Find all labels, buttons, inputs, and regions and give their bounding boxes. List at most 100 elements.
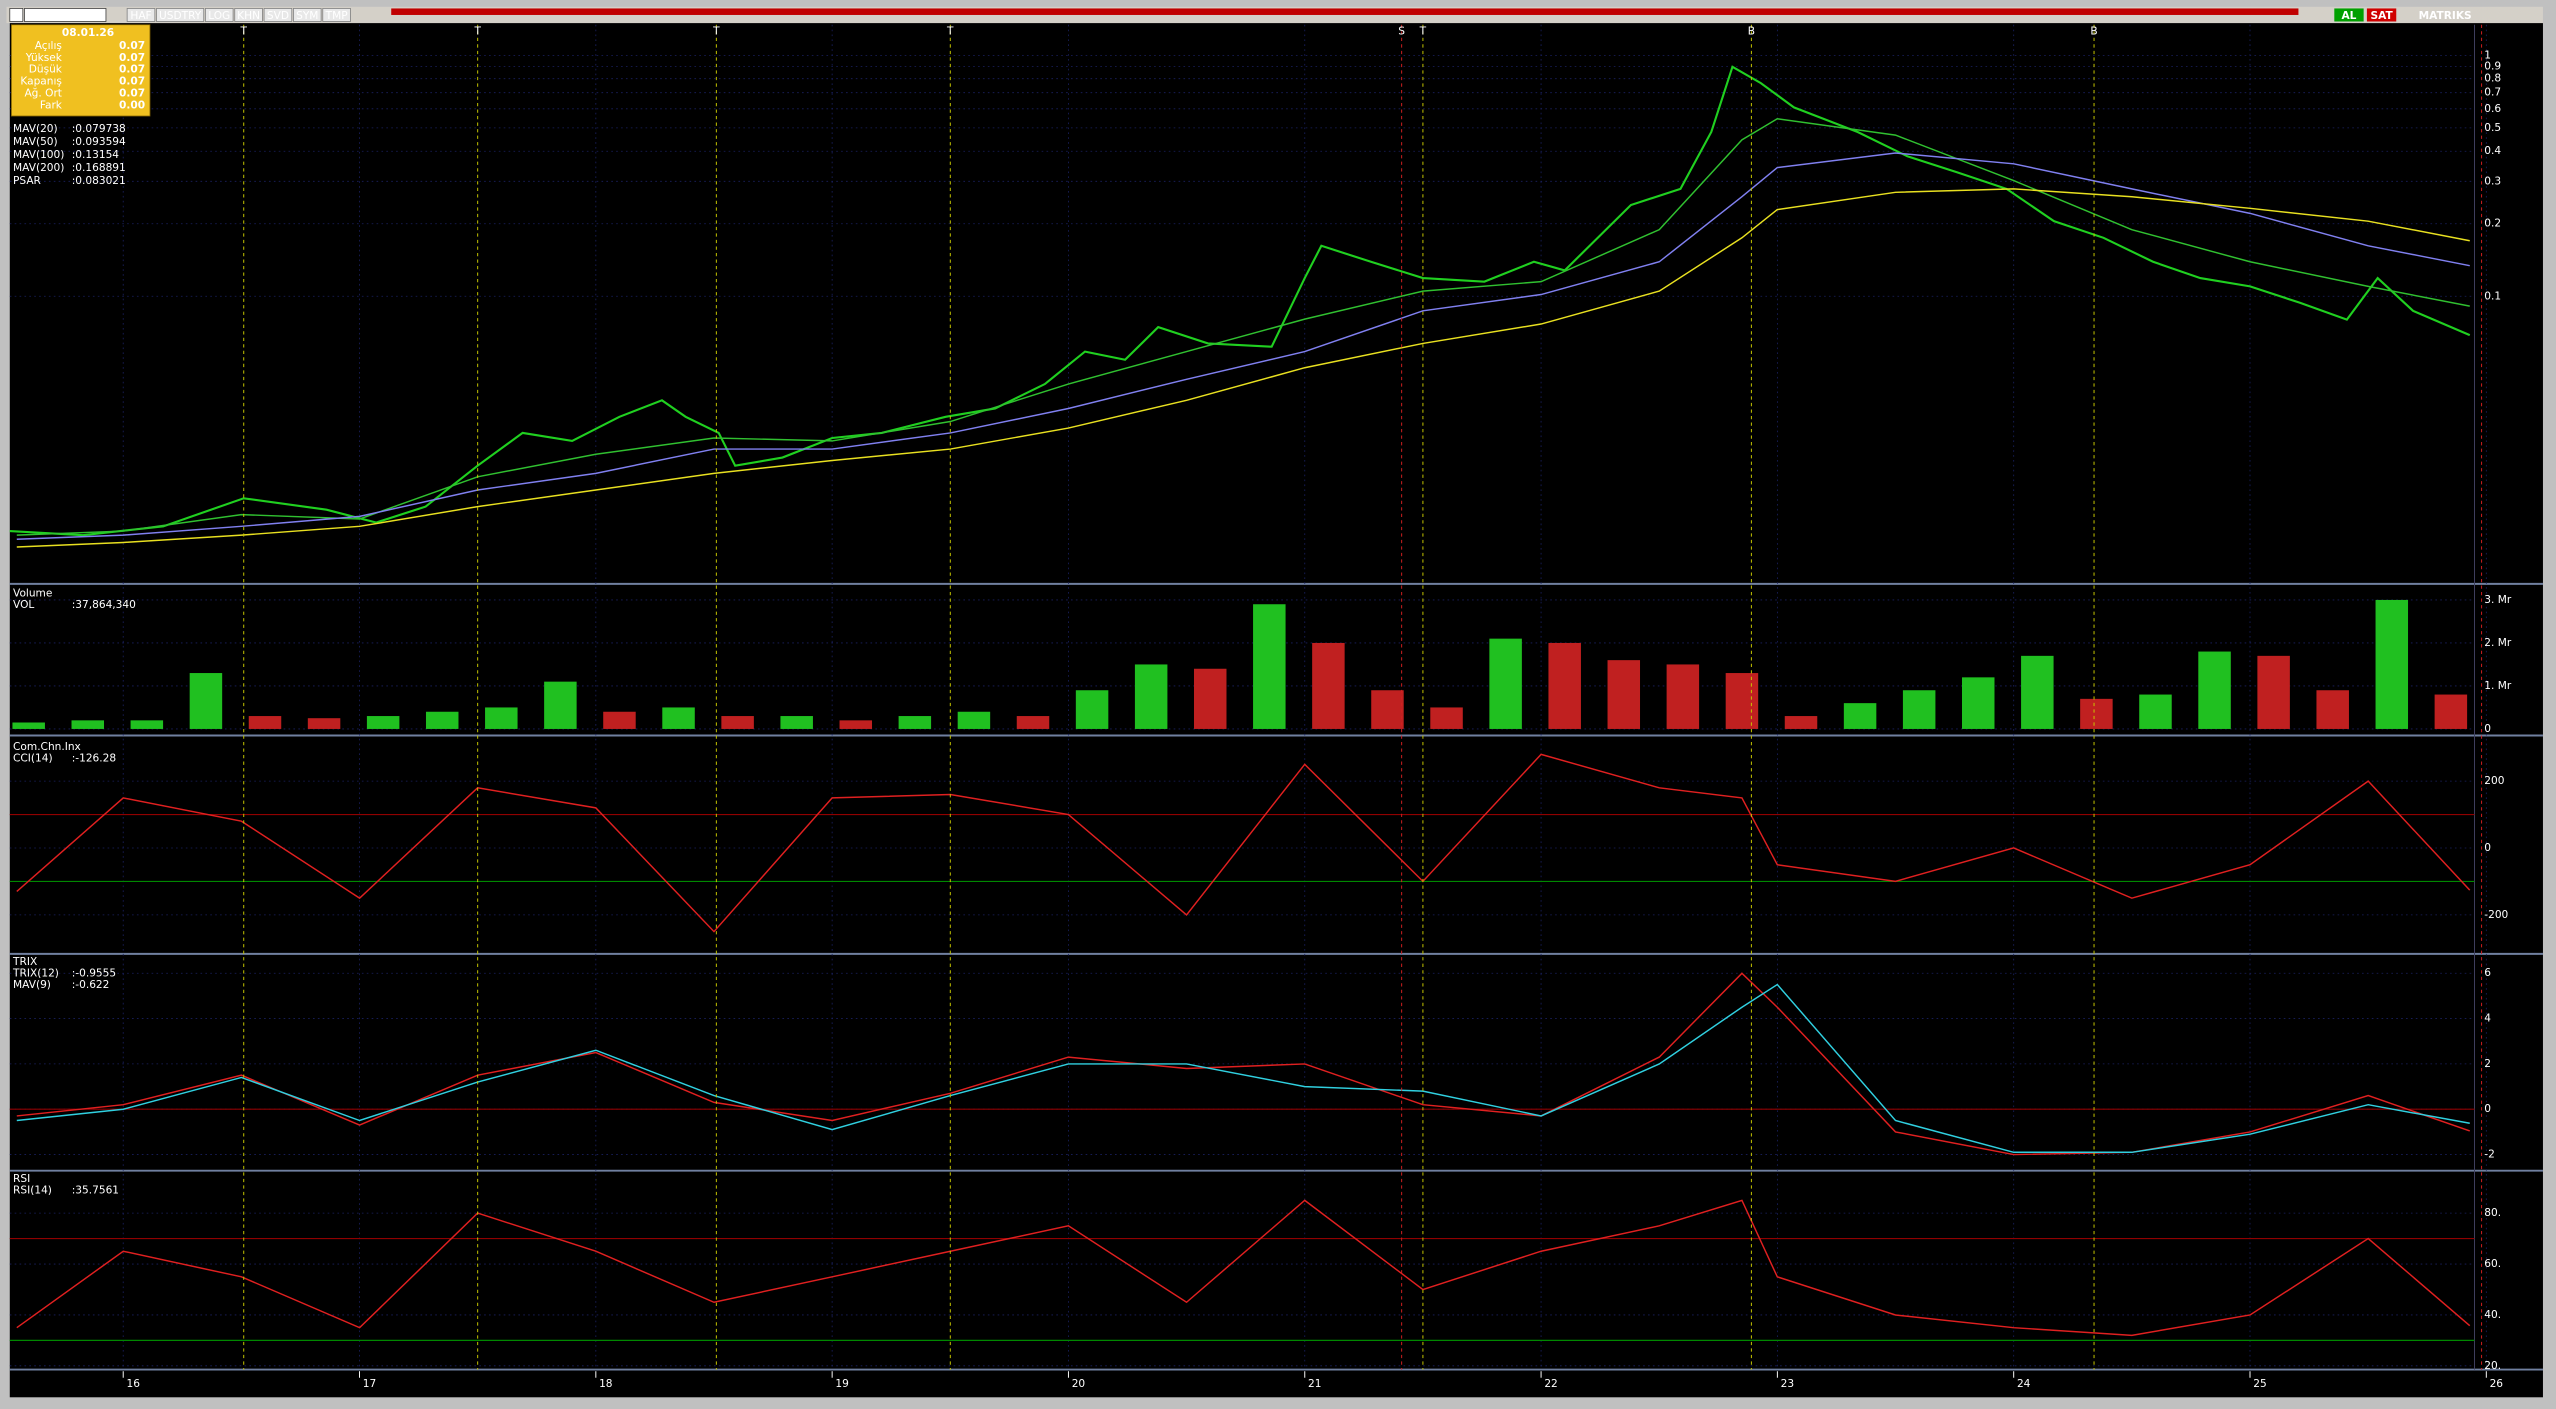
toolbar-button-label[interactable]: HAF <box>130 10 151 22</box>
toolbar-button-label[interactable]: LOG <box>208 10 230 22</box>
signal-label: T <box>239 25 247 37</box>
volume-bar <box>2257 655 2290 729</box>
toolbar-button[interactable] <box>156 8 205 22</box>
toolbar-button-label[interactable]: TMP <box>325 10 349 22</box>
volume-bar <box>1193 668 1227 729</box>
volume-bar <box>839 720 873 729</box>
volume-bar <box>1843 703 1877 729</box>
toolbar-button[interactable] <box>293 8 322 22</box>
info-value: 0.07 <box>119 40 145 52</box>
y-tick-label: 6 <box>2484 967 2491 979</box>
y-tick-label: 1. Mr <box>2484 680 2512 692</box>
y-tick-label: -2 <box>2484 1149 2495 1161</box>
info-label: Açılış <box>35 40 62 52</box>
volume-bar <box>1902 690 1936 729</box>
x-tick-label: 17 <box>363 1378 376 1390</box>
signal-label: T <box>946 25 954 37</box>
volume-bar <box>1489 638 1522 729</box>
toolbar-button[interactable] <box>263 8 293 22</box>
volume-bar <box>1666 664 1700 729</box>
indicator-line <box>16 972 2471 1156</box>
volume-bar <box>1253 604 1286 729</box>
legend-value: :0.168891 <box>72 162 126 174</box>
legend-value: :37,864,340 <box>72 599 136 611</box>
toolbar-action[interactable] <box>2366 8 2397 22</box>
info-label: Düşük <box>29 64 63 76</box>
legend-value: :0.083021 <box>72 175 126 187</box>
toolbar-button[interactable] <box>204 8 234 22</box>
x-tick-label: 20 <box>1072 1378 1086 1390</box>
legend-value: :-0.622 <box>72 979 110 991</box>
legend-name: MAV(100) <box>13 149 64 161</box>
toolbar-button-label[interactable]: SYM <box>296 10 318 22</box>
toolbar-button-label[interactable]: KHN <box>237 10 260 22</box>
volume-bar <box>2021 655 2054 729</box>
y-tick-label: 0.2 <box>2484 218 2501 230</box>
indicator-line <box>16 1199 2471 1337</box>
info-value: 0.07 <box>119 52 145 64</box>
legend-name: CCI(14) <box>13 752 53 764</box>
volume-bar <box>544 681 577 729</box>
volume-bar <box>485 707 518 729</box>
toolbar-button[interactable] <box>234 8 263 22</box>
toolbar-action-label[interactable]: SAT <box>2370 10 2393 22</box>
signal-label: T <box>473 25 481 37</box>
symbol-box <box>24 8 107 22</box>
x-tick-label: 24 <box>2017 1378 2031 1390</box>
volume-bar <box>1016 716 1050 729</box>
signal-label: T <box>1419 25 1427 37</box>
volume-bar <box>1134 664 1168 729</box>
volume-bar <box>1725 673 1759 729</box>
toolbar-action[interactable] <box>2334 8 2364 22</box>
signal-label: S <box>1398 25 1405 37</box>
toolbar-action[interactable] <box>2409 8 2482 22</box>
volume-bar <box>12 722 45 729</box>
symbol: HEKTS <box>42 10 81 22</box>
volume-bar <box>898 716 932 729</box>
volume-bar <box>248 716 282 729</box>
volume-bar <box>2375 599 2409 729</box>
x-tick-label: 22 <box>1544 1378 1557 1390</box>
info-value: 0.00 <box>119 99 145 111</box>
info-label: Yüksek <box>25 52 63 64</box>
x-tick-label: 23 <box>1781 1378 1794 1390</box>
volume-bar <box>2198 651 2231 729</box>
volume-bar <box>721 716 754 729</box>
indicator-line <box>16 753 2471 933</box>
info-label: Fark <box>40 99 63 111</box>
toolbar-stripe <box>391 8 2299 15</box>
volume-bar <box>603 711 636 729</box>
legend-name: PSAR <box>13 175 42 187</box>
volume-bar <box>2139 694 2172 729</box>
volume-bar <box>1312 642 1345 729</box>
toolbar-button[interactable] <box>322 8 351 22</box>
toolbar-action-label[interactable]: MATRIKS <box>2419 10 2472 22</box>
y-tick-label: 80. <box>2484 1207 2501 1219</box>
x-tick-label: 18 <box>599 1378 612 1390</box>
legend-name: VOL <box>13 599 34 611</box>
y-tick-label: 40. <box>2484 1309 2501 1321</box>
legend-name: MAV(50) <box>13 136 58 148</box>
y-tick-label: 0.9 <box>2484 60 2501 72</box>
y-tick-label: 0.6 <box>2484 103 2501 115</box>
toolbar-action-label[interactable]: AL <box>2342 10 2357 22</box>
indicator-line <box>16 188 2470 548</box>
info-value: 0.07 <box>119 76 145 88</box>
volume-bar <box>2316 690 2349 729</box>
volume-bar <box>2080 698 2113 729</box>
y-tick-label: 0.5 <box>2484 122 2501 134</box>
info-label: Kapanış <box>20 76 62 88</box>
volume-bar <box>1784 716 1818 729</box>
toolbar-button[interactable] <box>126 8 156 22</box>
volume-bar <box>71 720 105 729</box>
volume-bar <box>189 673 223 729</box>
y-tick-label: 0.7 <box>2484 87 2501 99</box>
info-date: 08.01.26 <box>62 27 114 39</box>
toolbar-button-label[interactable]: SVD <box>267 10 289 22</box>
y-tick-label: 3. Mr <box>2484 594 2512 606</box>
y-tick-label: 4 <box>2484 1013 2491 1025</box>
toolbar-button-label[interactable]: USDTRY <box>159 10 202 22</box>
volume-bar <box>1607 660 1641 729</box>
